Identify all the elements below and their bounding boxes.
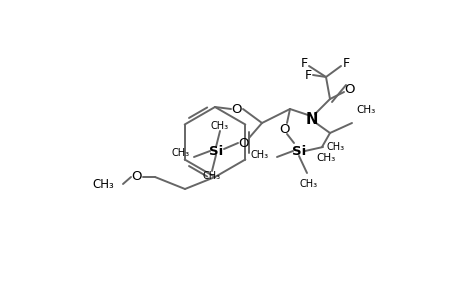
Text: O: O: [231, 103, 242, 116]
Text: O: O: [238, 136, 249, 149]
Text: CH₃: CH₃: [202, 171, 221, 181]
Text: CH₃: CH₃: [316, 153, 335, 163]
Text: O: O: [131, 170, 142, 184]
Text: Si: Si: [208, 145, 223, 158]
Text: Si: Si: [291, 145, 305, 158]
Text: F: F: [304, 68, 311, 82]
Text: CH₃: CH₃: [172, 148, 190, 158]
Text: F: F: [341, 56, 349, 70]
Text: O: O: [344, 82, 354, 95]
Text: CH₃: CH₃: [326, 142, 344, 152]
Text: CH₃: CH₃: [299, 179, 317, 189]
Text: CH₃: CH₃: [92, 178, 114, 191]
Text: CH₃: CH₃: [211, 121, 229, 131]
Text: O: O: [279, 122, 290, 136]
Text: CH₃: CH₃: [355, 105, 375, 115]
Text: N: N: [305, 112, 318, 127]
Text: F: F: [300, 56, 307, 70]
Text: CH₃: CH₃: [250, 150, 269, 160]
